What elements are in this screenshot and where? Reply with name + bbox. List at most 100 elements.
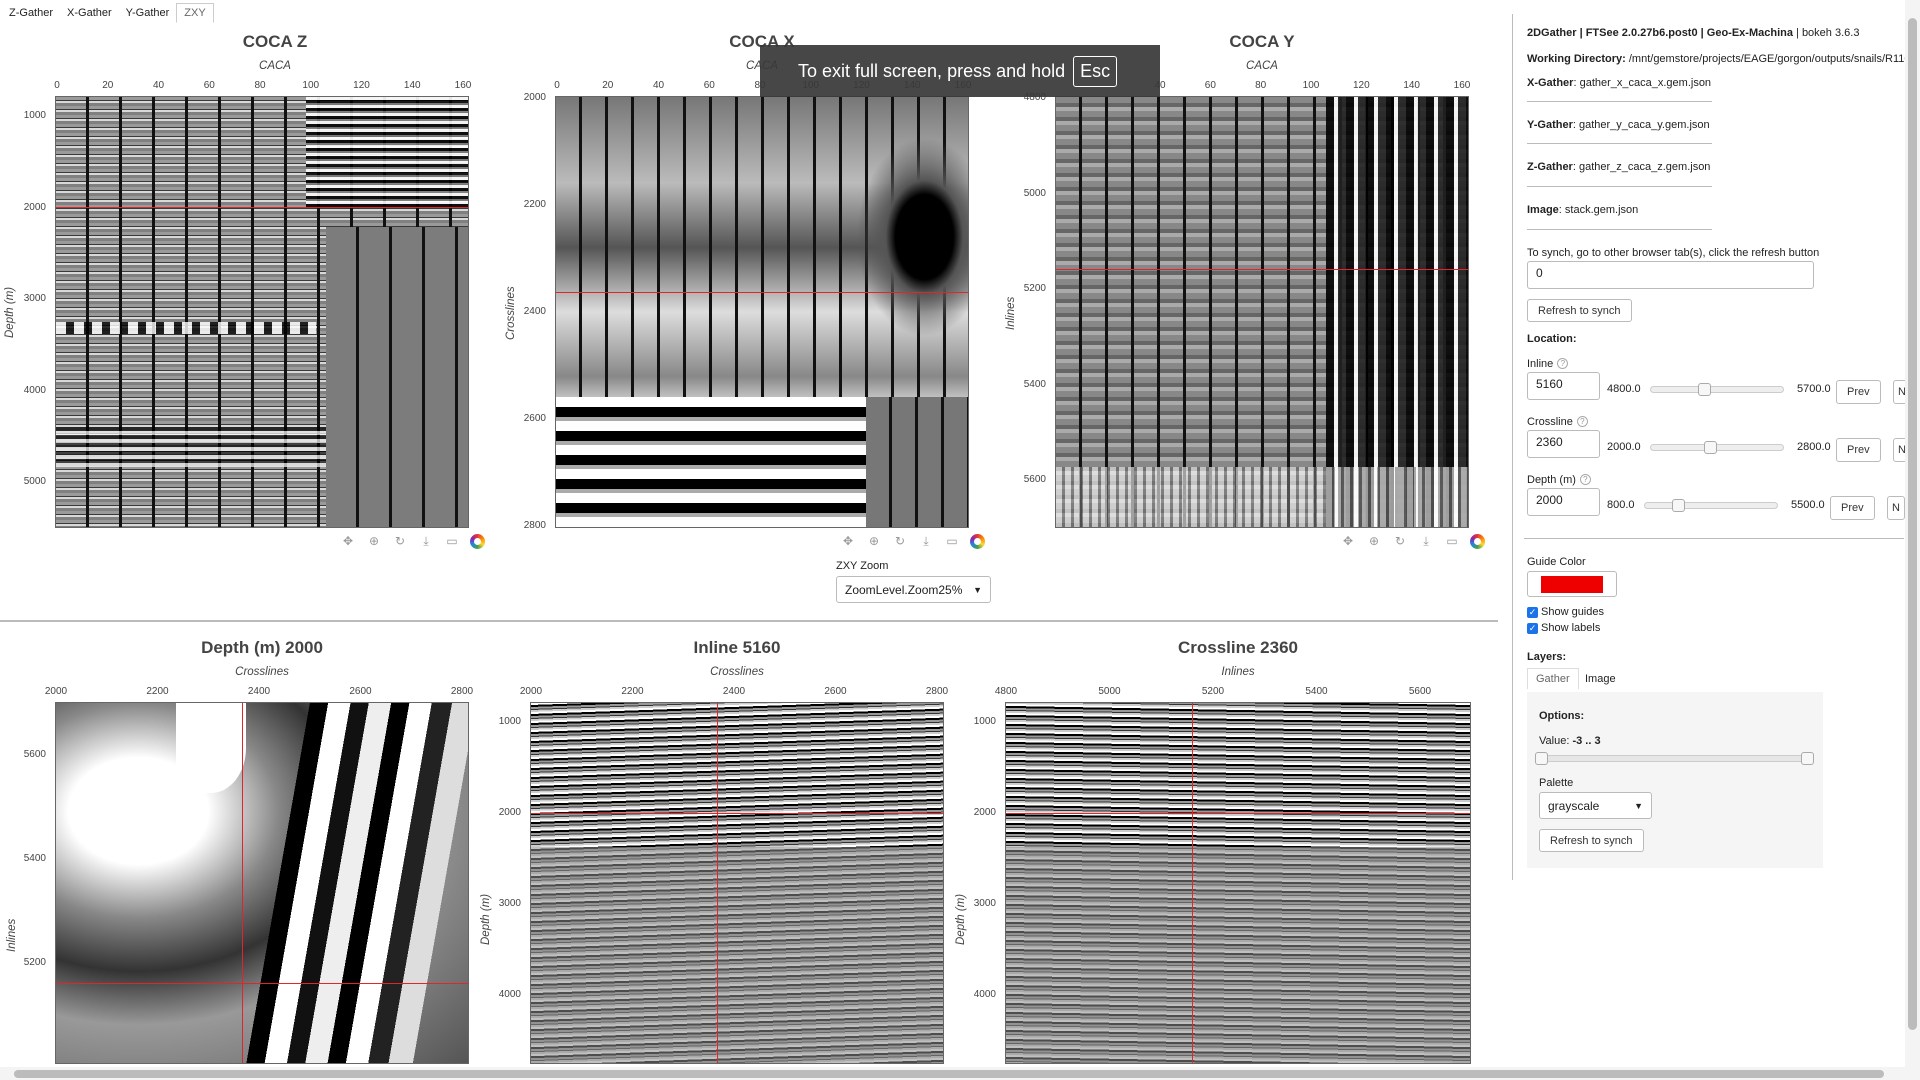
x-tick-label: 2600 <box>349 686 373 697</box>
toast-text: To exit full screen, press and hold <box>798 61 1065 82</box>
toast-key: Esc <box>1073 56 1117 87</box>
separator <box>1527 101 1712 102</box>
help-icon[interactable]: ? <box>1557 358 1568 369</box>
tab-y-gather[interactable]: Y-Gather <box>119 4 177 22</box>
bokeh-logo-icon[interactable] <box>1470 534 1485 549</box>
tab-x-gather[interactable]: X-Gather <box>60 4 119 22</box>
crossline-slider-handle[interactable] <box>1704 441 1717 454</box>
box-zoom-icon[interactable]: ⊕ <box>366 533 382 549</box>
x-tick-label: 40 <box>647 80 671 91</box>
depth-slider-handle[interactable] <box>1672 499 1685 512</box>
depth-next-button[interactable]: N <box>1887 496 1905 520</box>
x-tick-label: 2400 <box>722 686 746 697</box>
plot-y-canvas[interactable] <box>1055 96 1469 528</box>
tab-z-gather[interactable]: Z-Gather <box>2 4 60 22</box>
show-labels-checkbox[interactable]: ✓ <box>1527 623 1538 634</box>
inline-slider[interactable] <box>1650 386 1784 393</box>
vertical-scroll-thumb[interactable] <box>1908 18 1917 1030</box>
horizontal-scroll-thumb[interactable] <box>14 1070 1884 1078</box>
plot-inline-canvas[interactable] <box>530 702 944 1064</box>
refresh-synch-button[interactable]: Refresh to synch <box>1527 299 1632 322</box>
row-divider <box>0 620 1498 622</box>
inline-label: Inline <box>1527 358 1553 370</box>
zoom-select-value: ZoomLevel.Zoom25% <box>845 583 962 597</box>
hover-icon[interactable]: ▭ <box>444 533 460 549</box>
guide-color-picker[interactable] <box>1527 571 1617 597</box>
app-header: 2DGather | FTSee 2.0.27b6.post0 | Geo-Ex… <box>1527 27 1793 39</box>
inline-slider-handle[interactable] <box>1698 383 1711 396</box>
layer-tab-image[interactable]: Image <box>1579 668 1622 690</box>
box-zoom-icon[interactable]: ⊕ <box>866 533 882 549</box>
y-tick-label: 5200 <box>1016 283 1046 294</box>
x-tick-label: 60 <box>1198 80 1222 91</box>
y-tick-label: 1000 <box>491 716 521 727</box>
y-tick-label: 1000 <box>966 716 996 727</box>
x-tick-label: 120 <box>1349 80 1373 91</box>
y-tick-label: 4000 <box>16 385 46 396</box>
y-tick-label: 5200 <box>16 957 46 968</box>
box-zoom-icon[interactable]: ⊕ <box>1366 533 1382 549</box>
pan-icon[interactable]: ✥ <box>340 533 356 549</box>
reset-icon[interactable]: ↻ <box>392 533 408 549</box>
zoom-label: ZXY Zoom <box>836 560 888 572</box>
y-tick-label: 4000 <box>966 989 996 1000</box>
help-icon[interactable]: ? <box>1580 474 1591 485</box>
layer-tab-gather[interactable]: Gather <box>1527 668 1579 689</box>
reset-icon[interactable]: ↻ <box>892 533 908 549</box>
crossline-max: 2800.0 <box>1797 441 1831 453</box>
plot-crossline-ylabel: Depth (m) <box>955 894 967 945</box>
caret-down-icon: ▼ <box>973 585 982 595</box>
plot-inline-ylabel: Depth (m) <box>480 894 492 945</box>
guide-color-swatch <box>1541 576 1603 593</box>
reset-icon[interactable]: ↻ <box>1392 533 1408 549</box>
zoom-select[interactable]: ZoomLevel.Zoom25% ▼ <box>836 576 991 603</box>
x-tick-label: 5600 <box>1408 686 1432 697</box>
x-tick-label: 160 <box>451 80 475 91</box>
value-range-high-handle[interactable] <box>1801 752 1814 765</box>
plot-x-canvas[interactable] <box>555 96 969 528</box>
pan-icon[interactable]: ✥ <box>1340 533 1356 549</box>
synch-input[interactable]: 0 <box>1527 261 1814 289</box>
show-guides-checkbox[interactable]: ✓ <box>1527 607 1538 618</box>
y-tick-label: 4000 <box>491 989 521 1000</box>
crossline-input[interactable]: 2360 <box>1527 430 1600 458</box>
x-tick-label: 20 <box>596 80 620 91</box>
bokeh-logo-icon[interactable] <box>970 534 985 549</box>
bokeh-logo-icon[interactable] <box>470 534 485 549</box>
inline-min: 4800.0 <box>1607 383 1641 395</box>
plot-crossline-canvas[interactable] <box>1005 702 1471 1064</box>
y-tick-label: 2800 <box>516 520 546 531</box>
synch-instructions: To synch, go to other browser tab(s), cl… <box>1527 247 1819 259</box>
x-tick-label: 60 <box>697 80 721 91</box>
refresh-synch-button-2[interactable]: Refresh to synch <box>1539 829 1644 852</box>
pan-icon[interactable]: ✥ <box>840 533 856 549</box>
plot-depth-canvas[interactable] <box>55 702 469 1064</box>
hover-icon[interactable]: ▭ <box>1444 533 1460 549</box>
save-icon[interactable]: ⤓ <box>1418 533 1434 549</box>
palette-select[interactable]: grayscale ▼ <box>1539 792 1652 819</box>
crossline-prev-button[interactable]: Prev <box>1836 438 1881 462</box>
inline-max: 5700.0 <box>1797 383 1831 395</box>
inline-prev-button[interactable]: Prev <box>1836 380 1881 404</box>
value-range-low-handle[interactable] <box>1535 752 1548 765</box>
value-range-slider[interactable] <box>1539 755 1807 762</box>
depth-slider[interactable] <box>1644 502 1778 509</box>
y-tick-label: 1000 <box>16 110 46 121</box>
plot-inline-subtitle: Crosslines <box>530 666 944 678</box>
x-tick-label: 100 <box>1299 80 1323 91</box>
hover-icon[interactable]: ▭ <box>944 533 960 549</box>
save-icon[interactable]: ⤓ <box>918 533 934 549</box>
save-icon[interactable]: ⤓ <box>418 533 434 549</box>
horizontal-scrollbar[interactable] <box>0 1067 1905 1080</box>
x-tick-label: 140 <box>1400 80 1424 91</box>
plot-crossline-subtitle: Inlines <box>1005 666 1471 678</box>
depth-input[interactable]: 2000 <box>1527 488 1600 516</box>
plot-z-canvas[interactable] <box>55 96 469 528</box>
y-gather-label: Y-Gather <box>1527 119 1573 131</box>
help-icon[interactable]: ? <box>1577 416 1588 427</box>
x-tick-label: 2200 <box>146 686 170 697</box>
depth-prev-button[interactable]: Prev <box>1830 496 1875 520</box>
inline-input[interactable]: 5160 <box>1527 372 1600 400</box>
tab-zxy[interactable]: ZXY <box>176 3 213 23</box>
vertical-scrollbar[interactable] <box>1905 0 1920 1080</box>
